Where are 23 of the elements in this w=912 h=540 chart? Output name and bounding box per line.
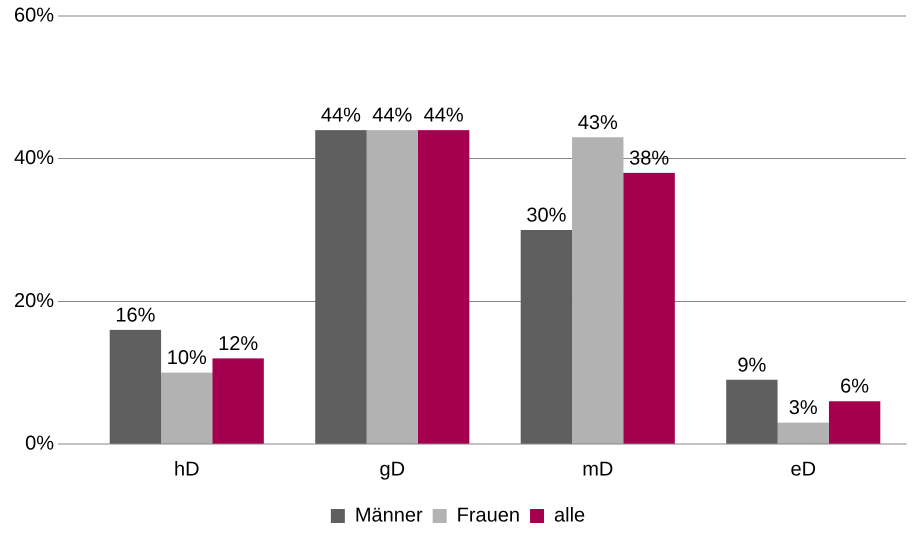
data-label: 44% [424, 104, 464, 127]
data-label: 43% [578, 112, 618, 134]
legend-label: alle [554, 504, 586, 527]
y-tick-label: 60% [14, 4, 54, 27]
legend-label: Männer [354, 504, 423, 527]
data-label: 16% [115, 304, 156, 326]
data-label: 6% [840, 376, 870, 398]
y-tick-label: 40% [14, 147, 54, 170]
x-tick-label: mD [582, 458, 614, 481]
y-tick-label: 20% [14, 290, 54, 312]
data-label: 44% [320, 104, 362, 127]
x-tick-label: eD [790, 458, 816, 481]
data-label: 3% [788, 397, 818, 420]
data-label: 10% [166, 347, 208, 370]
x-tick-label: gD [379, 458, 406, 481]
data-label: 38% [629, 147, 670, 170]
data-label: 30% [526, 204, 567, 227]
legend-label: Frauen [456, 504, 520, 527]
data-label: 9% [737, 354, 767, 376]
data-label: 44% [372, 104, 412, 127]
x-tick-label: hD [174, 458, 200, 481]
data-label: 12% [218, 332, 258, 355]
y-tick-label: 0% [25, 432, 54, 455]
